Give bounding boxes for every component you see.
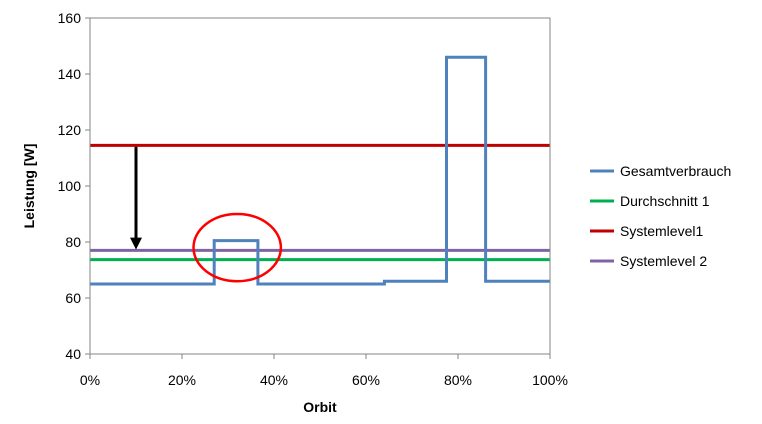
- legend-label-durchschnitt-1: Durchschnitt 1: [620, 193, 710, 209]
- y-tick-label: 40: [65, 346, 81, 362]
- x-tick-label: 20%: [168, 372, 196, 388]
- x-tick-label: 100%: [532, 372, 568, 388]
- y-tick-label: 60: [65, 290, 81, 306]
- y-axis: 40 60 80 100 120 140 160: [58, 10, 90, 362]
- y-axis-title: Leistung [W]: [21, 144, 37, 229]
- y-tick-label: 80: [65, 234, 81, 250]
- plot-area: [89, 17, 551, 355]
- legend-label-systemlevel-2: Systemlevel 2: [620, 253, 707, 269]
- y-tick-label: 120: [58, 122, 82, 138]
- y-tick-label: 140: [58, 66, 82, 82]
- legend-label-systemlevel1: Systemlevel1: [620, 223, 703, 239]
- annotation-layer: [130, 146, 283, 283]
- legend-label-gesamtverbrauch: Gesamtverbrauch: [620, 163, 731, 179]
- legend: Gesamtverbrauch Durchschnitt 1 Systemlevel…: [590, 163, 731, 269]
- x-tick-label: 80%: [444, 372, 472, 388]
- x-axis-title: Orbit: [303, 399, 337, 415]
- highlight-ellipse: [192, 212, 283, 283]
- x-tick-label: 60%: [352, 372, 380, 388]
- x-axis: 0% 20% 40% 60% 80% 100%: [80, 354, 568, 388]
- x-tick-label: 40%: [260, 372, 288, 388]
- series-line-gesamtverbrauch: [90, 55, 550, 286]
- y-tick-label: 160: [58, 10, 82, 26]
- y-tick-label: 100: [58, 178, 82, 194]
- arrowhead: [130, 237, 142, 250]
- series-layer: [90, 55, 550, 286]
- x-tick-label: 0%: [80, 372, 100, 388]
